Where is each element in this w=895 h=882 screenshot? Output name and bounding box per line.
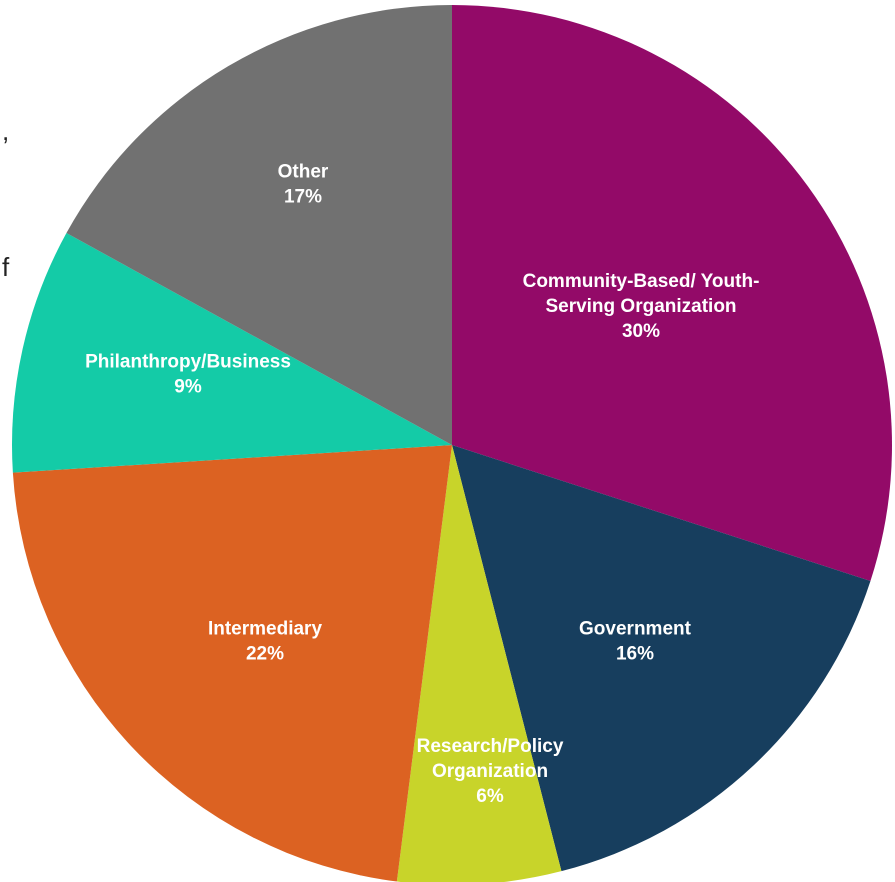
slice-percent-value: 16% — [616, 644, 654, 665]
slice-label-intermediary: Intermediary 22% — [208, 619, 322, 665]
pie-slice-other — [66, 4, 453, 445]
slice-label-philanthropy-business: Philanthropy/Business 9% — [85, 352, 291, 398]
slice-percent-value: 9% — [174, 377, 202, 398]
slice-label-line: Intermediary — [208, 619, 322, 640]
pie-slice-government — [452, 445, 871, 872]
pie-slice-philanthropy-business — [12, 233, 453, 473]
slice-label-line: Other — [278, 162, 329, 183]
slice-percent-value: 22% — [246, 644, 284, 665]
slice-label-other: Other 17% — [278, 162, 329, 208]
slice-label-research-policy-organization: Research/Policy Organization 6% — [417, 736, 564, 807]
pie-labels: Community-Based/ Youth- Serving Organizat… — [85, 162, 759, 808]
slice-label-community-based-youth-serving-organization: Community-Based/ Youth- Serving Organizat… — [523, 271, 760, 342]
slice-label-line: Serving Organization — [545, 296, 736, 317]
pie-slices — [12, 4, 892, 882]
slice-percent-value: 30% — [622, 321, 660, 342]
slice-label-line: Organization — [432, 761, 548, 782]
slice-percent-value: 6% — [476, 786, 504, 807]
pie-slice-community-based-youth-serving-organization — [452, 5, 892, 581]
slice-label-line: Community-Based/ Youth- — [523, 271, 760, 292]
slice-label-government: Government 16% — [579, 619, 692, 665]
text-fragment-letter: f — [2, 252, 10, 282]
slice-label-line: Philanthropy/Business — [85, 352, 291, 373]
pie-slice-research-policy-organization — [396, 445, 562, 882]
text-fragment-comma: , — [2, 116, 10, 146]
slice-percent-value: 17% — [284, 187, 322, 208]
slice-label-line: Government — [579, 619, 692, 640]
pie-slice-intermediary — [12, 445, 453, 882]
slice-label-line: Research/Policy — [417, 736, 564, 757]
